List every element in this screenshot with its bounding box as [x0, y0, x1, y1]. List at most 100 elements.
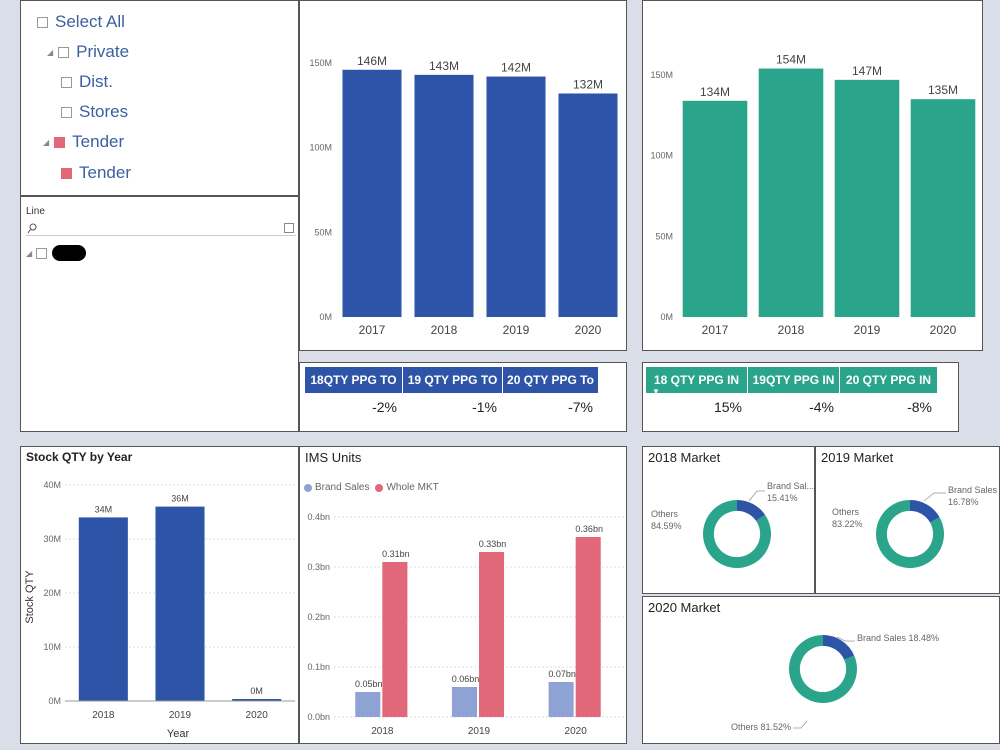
slicer-item[interactable]: Select All — [37, 12, 125, 32]
slice-value: 83.22% — [832, 519, 863, 529]
x-tick-label: 2020 — [246, 710, 269, 721]
y-tick-label: 20M — [43, 588, 61, 598]
data-label: 154M — [776, 53, 806, 67]
slicer-checkbox[interactable] — [61, 167, 72, 179]
data-label: 135M — [928, 83, 958, 97]
channel-slicer: Select All ◢ Private Dist. Stores ◢ Tender Tend… — [20, 0, 299, 196]
data-label: 0.31bn — [382, 549, 410, 559]
x-tick-label: 2019 — [503, 323, 530, 337]
x-tick-label: 2018 — [92, 710, 115, 721]
bar — [548, 682, 574, 717]
data-label: 134M — [700, 85, 730, 99]
slicer-item[interactable]: Stores — [61, 102, 128, 122]
slicer-checkbox[interactable] — [61, 106, 72, 118]
slicer-checkbox[interactable] — [58, 46, 70, 58]
line-item-checkbox[interactable] — [36, 247, 48, 259]
data-label: 132M — [573, 77, 603, 91]
line-slicer-title: Line — [26, 206, 45, 217]
eraser-icon[interactable] — [284, 223, 294, 233]
expand-icon[interactable]: ◢ — [47, 47, 54, 57]
leader-line — [748, 490, 765, 502]
kpi-header: 18 QTY PPG IN — [646, 367, 748, 393]
market-2018-title: 2018 Market — [648, 450, 721, 465]
pie-slice — [823, 635, 855, 660]
line-item[interactable]: ◢ — [26, 245, 87, 261]
pie-slice — [703, 500, 771, 568]
to-mkt-title: TO MKT QTY — [426, 3, 500, 17]
y-tick-label: 50M — [314, 227, 332, 237]
leader-line — [836, 636, 855, 642]
pie-slice — [789, 635, 857, 703]
slicer-item[interactable]: Tender — [61, 163, 131, 183]
x-axis-title: Year — [167, 728, 190, 740]
kpi-header: 19QTY PPG IN — [748, 367, 840, 393]
slicer-item[interactable]: Dist. — [61, 72, 113, 92]
data-label: 0.06bn — [452, 674, 480, 684]
ims-chart: 0.0bn 0.1bn 0.2bn 0.3bn 0.4bn 2018 0.05bn 0.31b… — [307, 512, 624, 737]
legend-brand-label: Brand Sales — [315, 482, 370, 493]
bar — [382, 562, 408, 717]
kpi-value: -2% — [372, 399, 397, 415]
pie-slice — [737, 500, 766, 521]
expand-icon[interactable]: ◢ — [43, 137, 50, 147]
kpi-header: 18QTY PPG TO — [305, 367, 403, 393]
data-label: 147M — [852, 64, 882, 78]
slicer-checkbox[interactable] — [61, 76, 72, 88]
slicer-item[interactable]: ◢ Tender — [43, 132, 124, 152]
ims-panel: IMS Units Brand Sales Whole MKT 0.0bn 0.1… — [299, 446, 627, 744]
slice-label: Brand Sales 18.48% — [857, 633, 939, 643]
y-tick-label: 0M — [319, 312, 332, 322]
x-tick-label: 2020 — [575, 323, 602, 337]
in-mkt-chart: 0M 50M 100M 150M 2017 134M 2018 154M 2019 147M 202… — [650, 53, 976, 337]
y-tick-label: 0M — [48, 696, 61, 706]
pie-slice — [876, 500, 944, 568]
slicer-checkbox[interactable] — [37, 16, 48, 28]
data-label: 34M — [95, 504, 113, 514]
ims-legend: Brand Sales Whole MKT — [300, 482, 439, 493]
x-tick-label: 2019 — [854, 323, 881, 337]
in-mkt-title: IN MKT QTY — [777, 3, 848, 17]
kpi-to-card: 18QTY PPG TO -2% 19 QTY PPG TO -1% 20 QTY PP… — [299, 362, 627, 432]
slice-name: Brand Sal... — [767, 481, 814, 491]
y-tick-label: 0.2bn — [307, 612, 330, 622]
bar — [575, 537, 601, 717]
stock-chart: 0M 10M 20M 30M 40M 2018 34M 2019 36M 2020 0M Year St… — [24, 480, 295, 740]
slicer-checkbox[interactable] — [54, 136, 66, 148]
slice-value: 15.41% — [767, 493, 798, 503]
bar — [479, 552, 505, 717]
slice-label: Others 81.52% — [731, 722, 791, 732]
bar — [558, 93, 618, 317]
y-tick-label: 0.3bn — [307, 562, 330, 572]
line-search-box[interactable] — [26, 221, 296, 236]
y-tick-label: 0.1bn — [307, 662, 330, 672]
y-tick-label: 150M — [650, 70, 673, 80]
bar — [451, 687, 477, 717]
to-mkt-panel: TO MKT QTY 0M 50M 100M 150M 2017 146M 2018 143M… — [299, 0, 627, 351]
expand-icon: ◢ — [26, 248, 33, 258]
market-2020-title: 2020 Market — [648, 600, 721, 615]
leader-line — [923, 492, 946, 502]
x-tick-label: 2019 — [169, 710, 192, 721]
data-label: 142M — [501, 61, 531, 75]
to-mkt-chart: 0M 50M 100M 150M 2017 146M 2018 143M 2019 142M 202… — [309, 54, 618, 337]
market-2020-donut: Brand Sales 18.48% Others 81.52% — [731, 633, 939, 732]
in-mkt-panel: IN MKT QTY 0M 50M 100M 150M 2017 134M 2018 154M… — [642, 0, 983, 351]
slicer-item-label: Tender — [79, 163, 131, 182]
legend-whole-label: Whole MKT — [386, 482, 439, 493]
kpi-value: -1% — [472, 399, 497, 415]
x-tick-label: 2018 — [371, 726, 394, 737]
data-label: 0.07bn — [548, 669, 576, 679]
bar — [155, 506, 205, 701]
line-slicer: Line ◢ — [20, 196, 299, 432]
data-label: 0.33bn — [479, 539, 507, 549]
slice-value: 84.59% — [651, 521, 682, 531]
x-tick-label: 2020 — [930, 323, 957, 337]
bar — [232, 699, 282, 701]
slice-name: Others — [832, 507, 860, 517]
bar — [682, 100, 748, 318]
pie-slice — [910, 500, 940, 523]
bar — [342, 69, 402, 317]
sort-arrow-icon[interactable]: ▼ — [652, 387, 660, 396]
slicer-item[interactable]: ◢ Private — [47, 42, 129, 62]
slice-value: 16.78% — [948, 497, 979, 507]
